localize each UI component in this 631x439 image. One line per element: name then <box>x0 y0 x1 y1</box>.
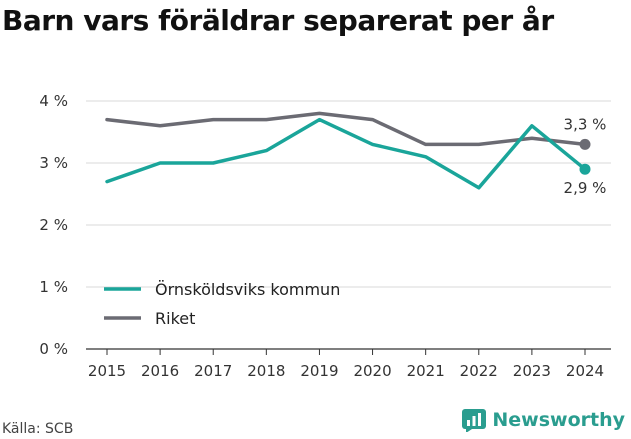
x-tick-label: 2019 <box>300 362 338 380</box>
x-tick-label: 2022 <box>460 362 498 380</box>
legend-label: Örnsköldsviks kommun <box>155 280 340 299</box>
source-note: Källa: SCB <box>2 421 74 437</box>
brand-name: Newsworthy <box>492 409 625 431</box>
x-tick-label: 2024 <box>566 362 604 380</box>
end-value-label: 2,9 % <box>564 179 607 197</box>
x-tick-label: 2016 <box>141 362 179 380</box>
brand-logo: Newsworthy <box>462 408 625 432</box>
y-tick-label: 2 % <box>39 216 68 234</box>
end-point-marker <box>579 138 591 150</box>
end-point-marker <box>579 163 591 175</box>
legend-label: Riket <box>155 309 195 328</box>
y-tick-label: 0 % <box>39 340 68 358</box>
y-axis-ticks: 0 % 1 % 2 % 3 % 4 % <box>39 92 68 358</box>
x-tick-label: 2021 <box>407 362 445 380</box>
series-line <box>105 111 587 147</box>
x-axis-ticks: 2015 2016 2017 2018 2019 2020 2021 2022 2023 2024 <box>88 349 604 380</box>
y-tick-label: 3 % <box>39 154 68 172</box>
legend: Örnsköldsviks kommun Riket <box>104 280 340 328</box>
end-value-label: 3,3 % <box>564 115 607 133</box>
x-tick-label: 2023 <box>513 362 551 380</box>
newsworthy-logo-icon <box>462 409 487 432</box>
line-chart: 0 % 1 % 2 % 3 % 4 % 2015 2016 2017 2018 2019 2020… <box>39 92 611 380</box>
series-line <box>105 117 587 190</box>
y-tick-label: 1 % <box>39 278 68 296</box>
x-tick-label: 2017 <box>194 362 232 380</box>
y-tick-label: 4 % <box>39 92 68 110</box>
chart-title: Barn vars föräldrar separerat per år <box>2 4 554 37</box>
x-tick-label: 2020 <box>353 362 391 380</box>
series-lines <box>105 111 591 190</box>
x-tick-label: 2018 <box>247 362 285 380</box>
end-labels: 3,3 % 2,9 % <box>564 115 607 197</box>
x-tick-label: 2015 <box>88 362 126 380</box>
